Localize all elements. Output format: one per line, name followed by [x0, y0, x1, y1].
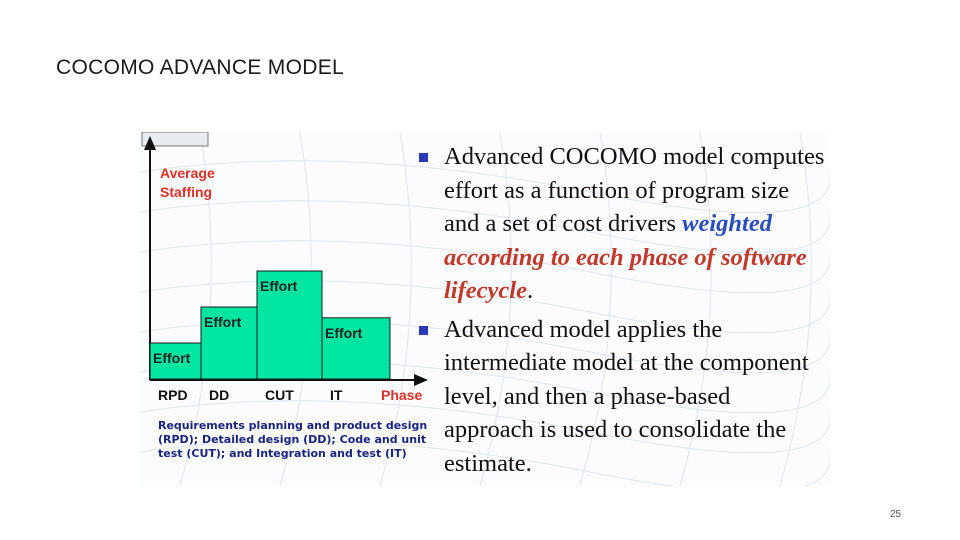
y-axis-label: Average	[160, 165, 215, 181]
figure-fragment	[141, 132, 209, 147]
bullet-emphasis-blue: weighted	[682, 210, 772, 237]
chart-caption: test (CUT); and Integration and test (IT…	[158, 447, 407, 460]
effort-block	[256, 270, 323, 380]
figure-panel: Average Staffing Phase Effort RPD Effort DD…	[140, 132, 830, 486]
y-axis-label: Staffing	[160, 184, 212, 200]
effort-label: Effort	[153, 350, 191, 366]
effort-label: Effort	[204, 314, 242, 330]
effort-label: Effort	[260, 278, 298, 294]
phase-tick-label: IT	[330, 387, 343, 403]
y-axis-arrow	[144, 136, 156, 150]
staffing-chart: Average Staffing Phase Effort RPD Effort DD…	[141, 132, 428, 460]
phase-tick-label: RPD	[158, 387, 188, 403]
bullet-text: Advanced COCOMO model computes effort as…	[444, 143, 825, 237]
chart-caption: (RPD); Detailed design (DD); Code and un…	[158, 433, 426, 446]
bullet-period: .	[526, 277, 534, 304]
slide-title: COCOMO ADVANCE MODEL	[56, 56, 344, 79]
phase-tick-label: DD	[209, 387, 229, 403]
bullet-item: Advanced model applies the intermediate …	[416, 313, 826, 481]
bullet-marker-icon	[419, 325, 428, 335]
effort-block	[149, 342, 202, 380]
bullet-text: Advanced model applies the intermediate …	[444, 315, 809, 477]
bullet-marker-icon	[419, 153, 428, 162]
bullet-emphasis-red: according to each phase of software life…	[444, 243, 807, 305]
effort-block	[321, 317, 391, 380]
phase-tick-label: CUT	[265, 387, 294, 403]
chart-caption: Requirements planning and product design	[158, 419, 427, 432]
effort-label: Effort	[325, 325, 363, 341]
x-axis-arrow	[414, 374, 428, 386]
bullet-item: Advanced COCOMO model computes effort as…	[416, 140, 826, 308]
x-axis-label: Phase	[381, 387, 422, 403]
effort-block	[200, 306, 258, 380]
bullet-list: Advanced COCOMO model computes effort as…	[416, 140, 826, 480]
page-number: 25	[890, 509, 902, 520]
